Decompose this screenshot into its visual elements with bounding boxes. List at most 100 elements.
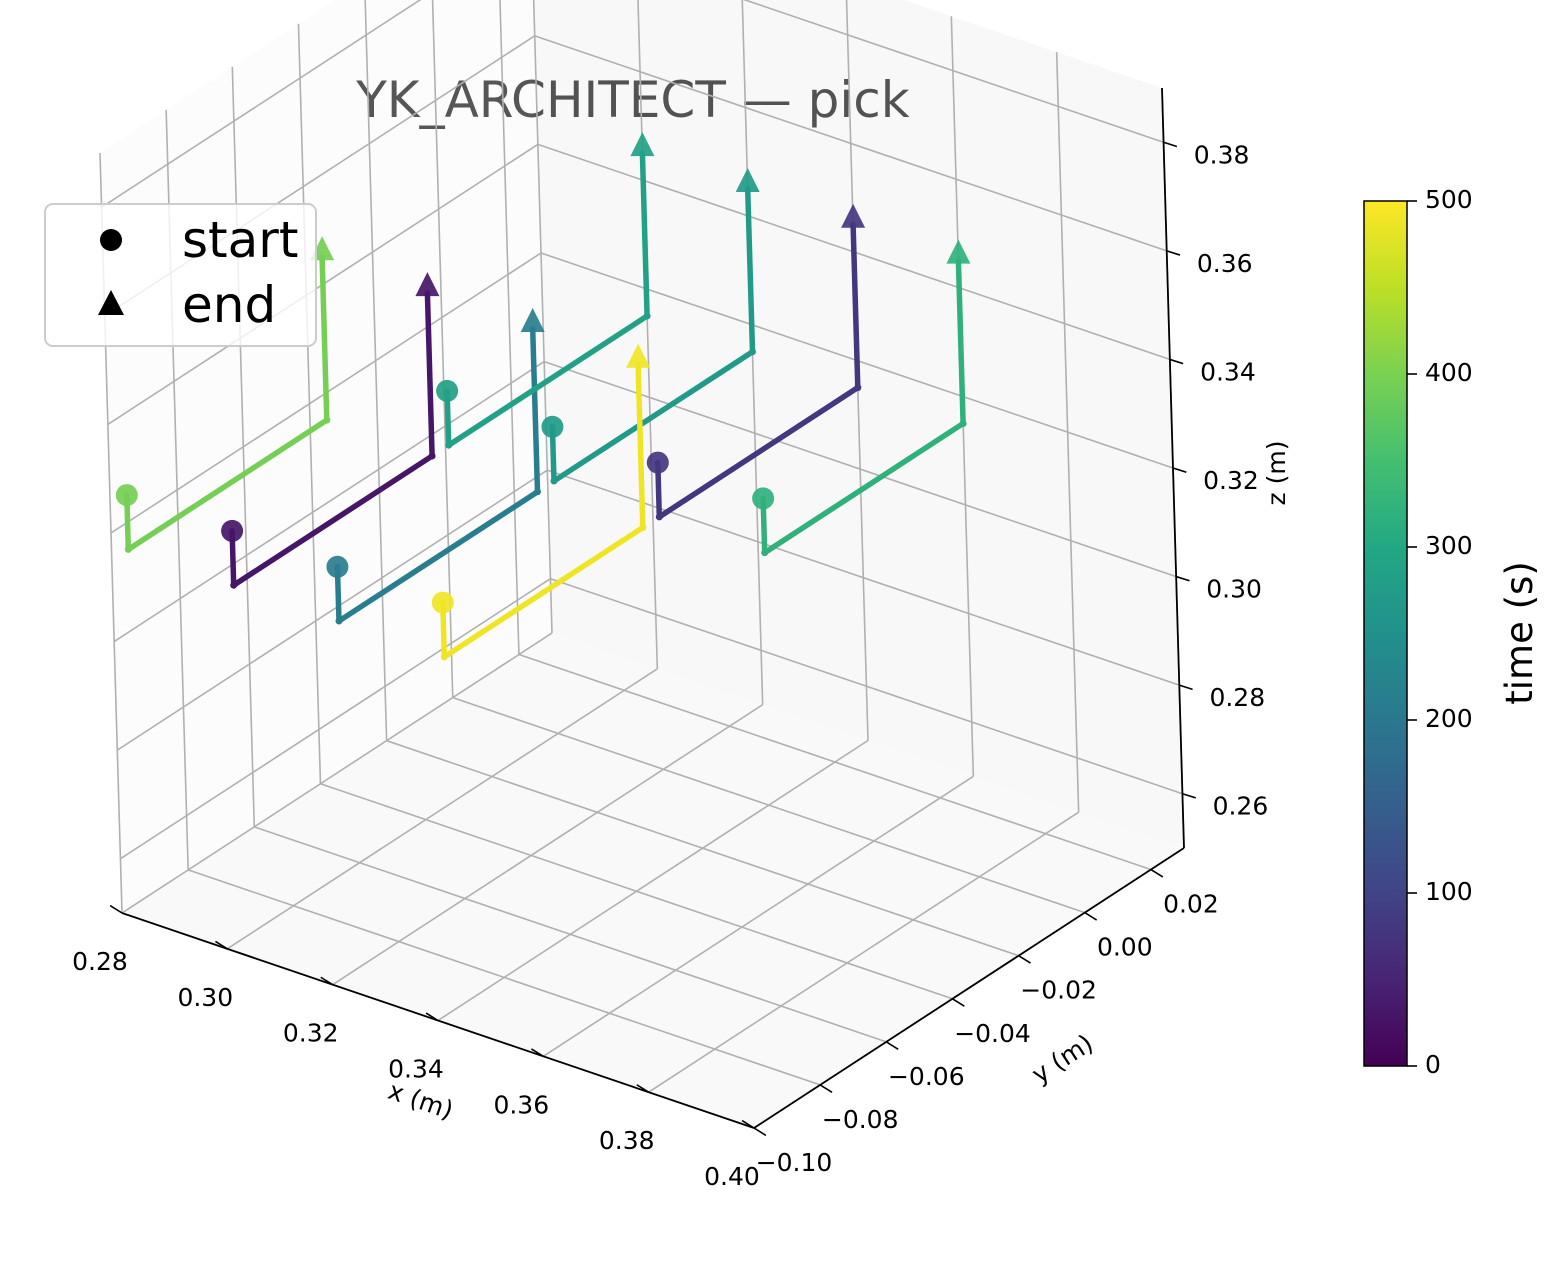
x-tick-label: 0.36: [493, 1090, 549, 1119]
z-tick-label: 0.30: [1206, 575, 1262, 604]
y-tick: [753, 1127, 767, 1137]
trajectory-vertex: [445, 441, 453, 449]
grid-line: [534, 35, 1167, 252]
grid-line: [226, 668, 658, 950]
colorbar: 0 100 200 300 400 500 time (s): [1363, 185, 1541, 1079]
trajectory-2: [646, 203, 866, 521]
grid-line: [550, 577, 1183, 795]
x-tick: [531, 1048, 544, 1058]
trajectory-path: [655, 222, 861, 520]
y-tick-label: −0.02: [1020, 976, 1097, 1005]
y-axis-line: [753, 847, 1185, 1129]
z-tick: [1182, 792, 1196, 799]
colorbar-label: time (s): [1498, 561, 1541, 705]
grid-line: [437, 739, 869, 1022]
start-marker: [431, 591, 454, 614]
colorbar-tick-label: 200: [1425, 704, 1473, 733]
grid-line: [742, 0, 1164, 144]
trajectory-vertex: [428, 452, 436, 460]
y-tick: [1018, 955, 1031, 964]
trajectory-path: [229, 290, 435, 588]
trajectory-vertex: [854, 384, 862, 392]
trajectory-path: [440, 362, 646, 660]
z-tick-label: 0.34: [1200, 357, 1256, 386]
z-tick-label: 0.32: [1203, 466, 1259, 495]
chart-title: YK_ARCHITECT — pick: [355, 71, 910, 129]
end-marker: [946, 239, 971, 264]
trajectory-vertex: [761, 549, 769, 557]
trajectory-vertex: [550, 477, 558, 485]
trajectory-vertex: [323, 416, 331, 424]
y-tick-label: −0.06: [888, 1062, 965, 1091]
y-tick: [952, 998, 965, 1007]
colorbar-tick-label: 300: [1425, 531, 1473, 560]
end-marker: [626, 343, 651, 368]
z-tick-label: 0.26: [1213, 792, 1269, 821]
grid-line: [254, 826, 887, 1043]
trajectory-vertex: [335, 617, 343, 625]
colorbar-ticks: 0 100 200 300 400 500: [1407, 185, 1473, 1079]
start-marker: [541, 415, 564, 438]
trajectory-vertex: [124, 545, 132, 553]
trajectory-path: [760, 257, 966, 556]
grid-line: [113, 360, 545, 643]
y-tick-label: −0.04: [954, 1019, 1031, 1048]
trajectory-vertex: [230, 581, 238, 589]
legend: start end: [44, 203, 317, 347]
x-tick: [636, 1084, 650, 1093]
y-tick-label: −0.08: [822, 1105, 899, 1134]
start-marker: [752, 487, 775, 510]
start-marker: [646, 451, 669, 474]
y-tick: [885, 1041, 899, 1050]
x-tick: [425, 1012, 439, 1022]
legend-label-start: start: [182, 211, 298, 269]
x-tick: [320, 976, 334, 986]
colorbar-tick-label: 400: [1425, 358, 1473, 387]
trajectory-vertex: [959, 420, 967, 427]
end-marker: [630, 132, 655, 157]
trajectory-series: [115, 132, 971, 661]
y-tick-label: 0.02: [1163, 890, 1219, 919]
trajectory-4: [541, 168, 760, 485]
z-tick: [1163, 141, 1178, 148]
start-marker: [221, 519, 244, 542]
start-marker: [326, 555, 349, 578]
x-tick-label: 0.30: [177, 983, 233, 1012]
x-tick-label: 0.28: [72, 947, 128, 976]
grid-line: [187, 869, 821, 1086]
end-marker: [735, 168, 760, 192]
z-tick: [1169, 358, 1184, 365]
start-marker: [436, 379, 459, 402]
start-marker: [115, 484, 138, 507]
y-tick: [1150, 868, 1164, 878]
trajectory-3: [326, 308, 545, 625]
colorbar-gradient: [1363, 200, 1408, 1067]
trajectory-vertex: [440, 653, 448, 661]
x-tick-label: 0.40: [704, 1162, 760, 1191]
z-tick: [1172, 467, 1187, 473]
z-tick-label: 0.38: [1194, 140, 1250, 169]
end-marker: [520, 308, 545, 332]
grid-line: [320, 783, 953, 1000]
grid-line: [332, 703, 764, 986]
trajectory-5: [436, 132, 655, 449]
x-tick-label: 0.38: [599, 1126, 655, 1155]
trajectory-6: [752, 239, 971, 557]
grid-line: [386, 739, 1019, 957]
grid-line: [121, 632, 553, 914]
z-tick-label: 0.36: [1197, 249, 1253, 278]
z-tick: [1175, 575, 1190, 582]
grid-line: [543, 360, 1177, 578]
z-tick-label: 0.28: [1209, 683, 1265, 712]
y-tick-label: 0.00: [1097, 933, 1153, 962]
z-axis-label: z (m): [1262, 441, 1291, 506]
trajectory-8: [431, 343, 651, 661]
colorbar-tick-label: 500: [1425, 185, 1473, 214]
y-tick: [819, 1084, 833, 1094]
trajectory-path: [444, 150, 650, 448]
x-tick: [215, 940, 228, 950]
grid-line: [119, 578, 551, 860]
grid-line: [452, 696, 1086, 914]
z-tick: [1166, 250, 1181, 256]
